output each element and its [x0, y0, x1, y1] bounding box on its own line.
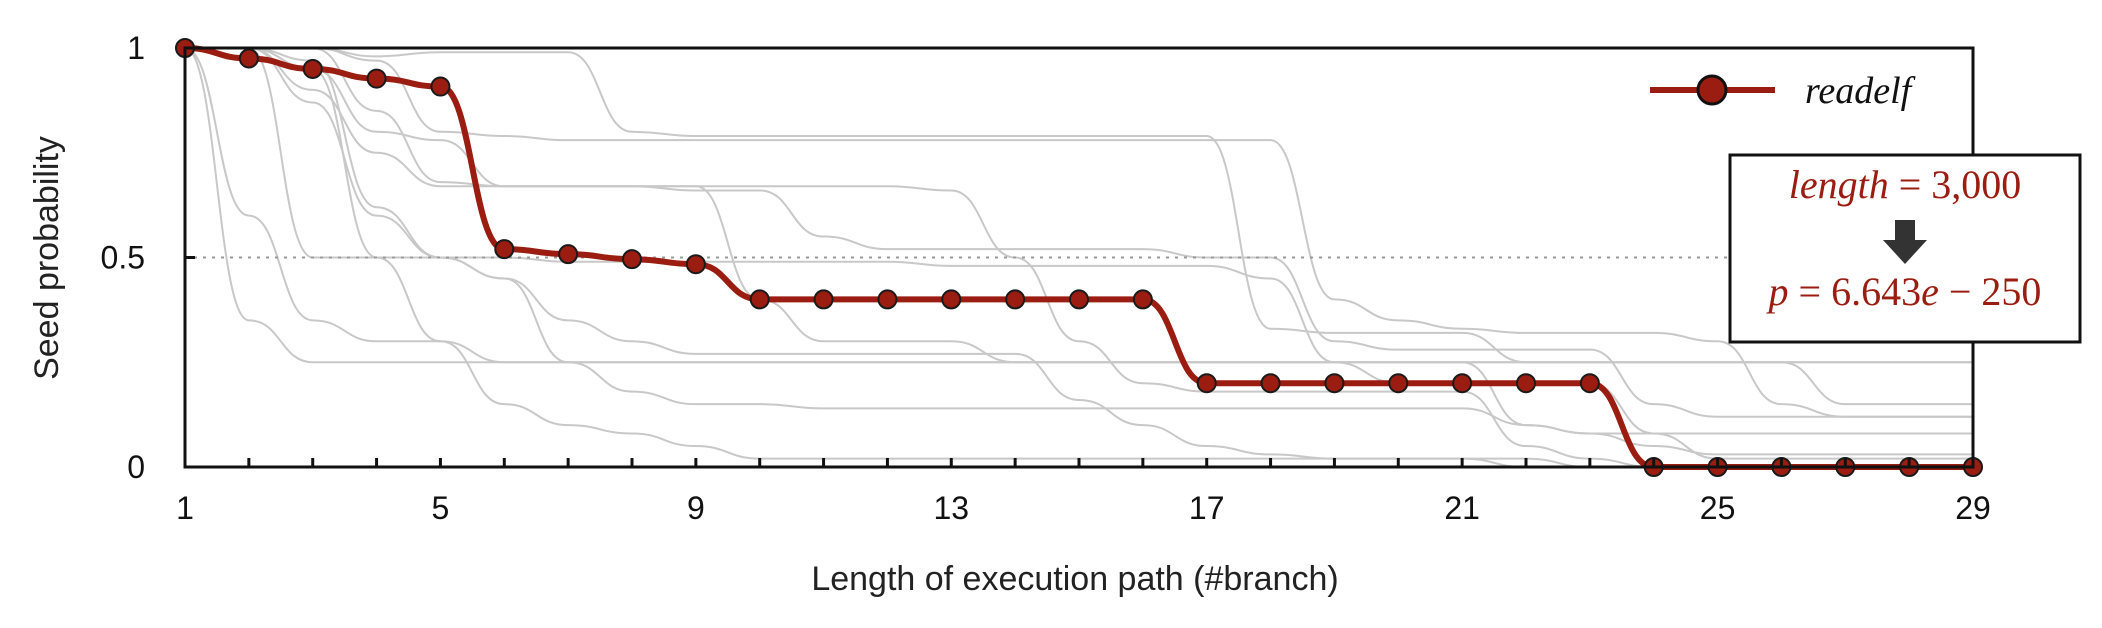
annotation-length-symbol: length	[1789, 162, 1889, 207]
readelf-point-3	[302, 58, 323, 79]
readelf-point-17	[1196, 373, 1217, 394]
readelf-point-7	[558, 244, 579, 265]
readelf-point-6	[494, 239, 515, 260]
annotation-e-symbol: e	[1921, 269, 1939, 314]
y-tick-label-0: 0	[127, 449, 145, 485]
x-tick-label-21: 21	[1444, 490, 1480, 526]
background-series-line-3	[184, 46, 1973, 418]
annotation-p-symbol: p	[1766, 269, 1789, 314]
readelf-point-14	[1005, 289, 1026, 310]
annotation-frame	[1728, 153, 2082, 344]
readelf-point-13	[941, 289, 962, 310]
readelf-point-2	[238, 48, 259, 69]
legend: readelf	[1650, 70, 1916, 112]
annotation-p-mantissa: = 6.643	[1789, 269, 1922, 314]
annotation-line-length: length = 3,000	[1789, 162, 2022, 207]
x-axis-ticks: 1 5 9 13 17 21 25 29	[176, 458, 1991, 526]
legend-swatch-marker	[1696, 74, 1728, 106]
y-axis-title: Seed probability	[28, 136, 66, 380]
annotation-box: length = 3,000 p = 6.643e − 250	[1728, 153, 2082, 344]
readelf-point-20	[1388, 373, 1409, 394]
readelf-point-19	[1324, 373, 1345, 394]
x-tick-label-13: 13	[933, 490, 969, 526]
x-tick-label-9: 9	[687, 490, 705, 526]
readelf-point-8	[622, 249, 642, 270]
readelf-point-21	[1452, 373, 1473, 394]
readelf-point-16	[1132, 289, 1153, 310]
x-tick-label-25: 25	[1700, 490, 1736, 526]
annotation-p-exponent: − 250	[1939, 269, 2042, 314]
x-tick-label-5: 5	[432, 490, 450, 526]
readelf-point-18	[1260, 373, 1281, 394]
readelf-point-22	[1516, 373, 1536, 394]
background-series-line-9	[184, 46, 1974, 460]
legend-label-readelf: readelf	[1805, 70, 1916, 112]
x-tick-label-1: 1	[176, 490, 194, 526]
readelf-point-9	[685, 254, 706, 275]
readelf-point-23	[1579, 373, 1600, 394]
x-tick-label-29: 29	[1955, 490, 1991, 526]
down-arrow-icon	[1883, 220, 1927, 264]
y-axis-ticks: 00.51	[101, 30, 195, 485]
background-series-line-8	[184, 47, 1973, 364]
background-series-line-4	[184, 46, 1974, 456]
x-tick-label-17: 17	[1189, 490, 1225, 526]
background-series-line-6	[184, 46, 1973, 435]
readelf-point-15	[1069, 289, 1089, 310]
annotation-length-value: = 3,000	[1889, 162, 2022, 207]
readelf-point-10	[749, 289, 770, 310]
readelf-point-4	[366, 68, 387, 89]
x-axis-title: Length of execution path (#branch)	[811, 560, 1338, 598]
readelf-point-5	[430, 76, 451, 97]
background-series-line-2	[184, 46, 1973, 418]
y-tick-label-1: 1	[127, 30, 145, 66]
readelf-point-11	[813, 289, 834, 310]
y-tick-label-0.5: 0.5	[101, 240, 145, 276]
annotation-line-probability: p = 6.643e − 250	[1766, 269, 2042, 314]
readelf-point-12	[877, 289, 898, 310]
